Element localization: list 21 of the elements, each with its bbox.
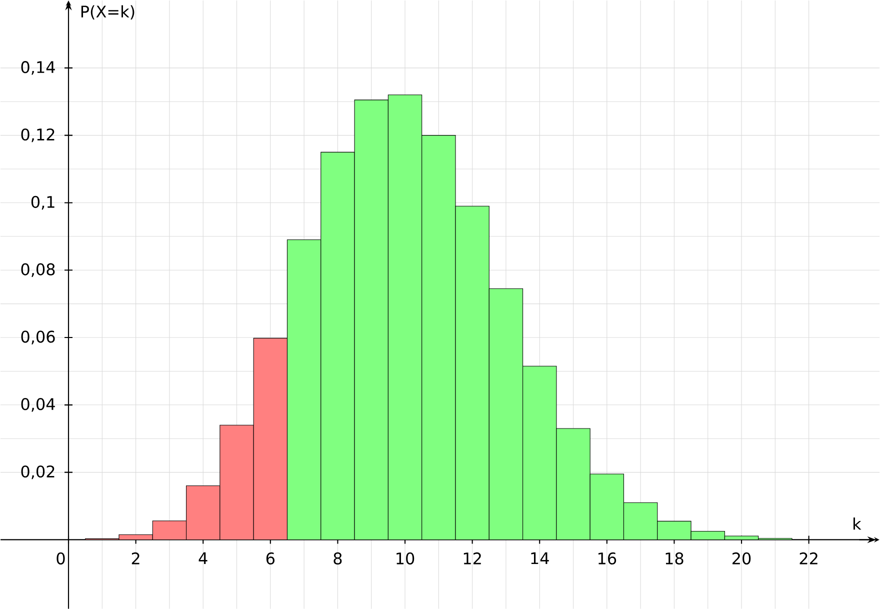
y-tick-label: 0,12 [21, 128, 54, 142]
x-tick-label: 0 [56, 552, 65, 564]
y-tick-label: 0,08 [21, 263, 55, 277]
y-axis-title: P(X=k) [81, 5, 134, 20]
x-tick-label: 18 [666, 552, 684, 564]
x-tick-label: 16 [598, 552, 616, 564]
x-tick-label: 20 [732, 552, 751, 564]
x-tick-label: 8 [334, 552, 342, 564]
x-tick-label: 2 [132, 552, 140, 564]
x-tick-label: 22 [800, 552, 818, 564]
x-tick-label: 6 [266, 552, 274, 564]
x-axis-title: k [854, 517, 862, 530]
x-tick-label: 14 [531, 552, 549, 564]
y-tick-label: 0,14 [21, 60, 55, 75]
x-tick-label: 12 [464, 552, 481, 564]
y-tick-label: 0,1 [31, 196, 54, 210]
x-tick-label: 10 [396, 552, 414, 564]
x-tick-label: 4 [198, 552, 208, 564]
y-tick-label: 0,04 [21, 398, 55, 412]
y-tick-label: 0,06 [21, 330, 55, 344]
y-tick-label: 0,02 [21, 465, 54, 480]
